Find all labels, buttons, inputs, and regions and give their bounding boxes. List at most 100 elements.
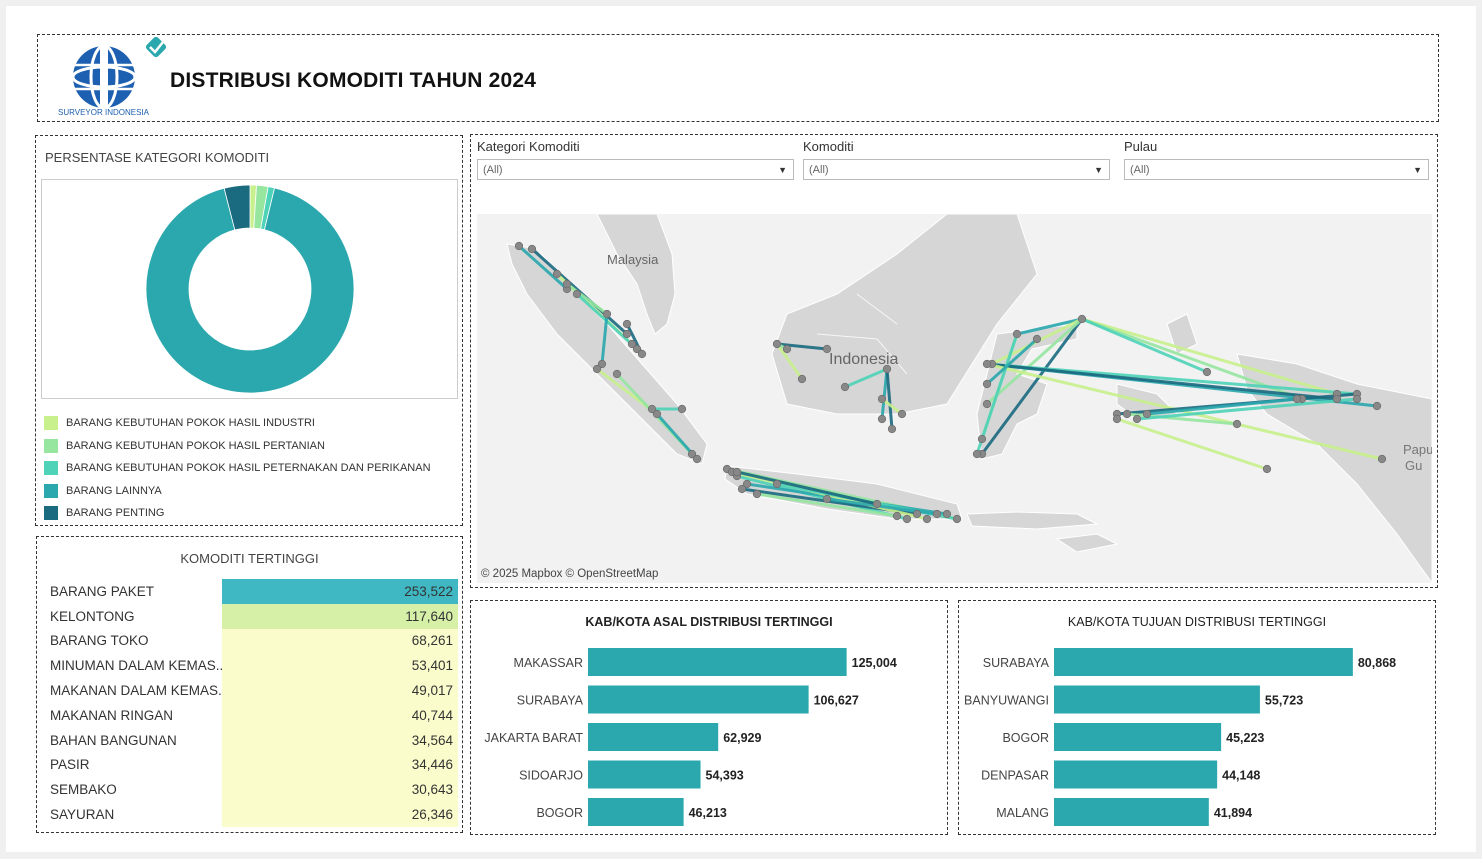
table-row[interactable]: MAKANAN DALAM KEMAS.. 49,017	[42, 678, 458, 703]
destination-bar[interactable]	[1054, 760, 1218, 789]
table-row[interactable]: KELONTONG 117,640	[42, 603, 458, 629]
map-node-64	[1032, 334, 1042, 344]
origin-category-label: SURABAYA	[517, 694, 584, 708]
map-node-26	[840, 382, 850, 392]
origin-category-label: JAKARTA BARAT	[484, 731, 583, 745]
map-node-43	[772, 479, 782, 489]
map-route-6	[600, 312, 609, 366]
map-route-37	[985, 362, 1339, 401]
map-node-68	[1122, 409, 1132, 419]
map-node-6	[627, 339, 637, 349]
filter-komoditi-value: (All)	[809, 163, 829, 176]
category-donut-panel: PERSENTASE KATEGORI KOMODITI BARANG KEBU…	[35, 135, 463, 526]
origin-bar[interactable]	[588, 723, 719, 751]
map-node-66	[1112, 414, 1122, 424]
map-label-indonesia: Indonesia	[829, 351, 898, 368]
map-route-12	[775, 342, 829, 351]
map-node-45	[932, 509, 942, 519]
donut-slice-4[interactable]	[145, 187, 355, 394]
destination-category-label: DENPASAR	[981, 769, 1049, 783]
map-node-32	[952, 514, 962, 524]
table-row[interactable]: SAYURAN 26,346	[42, 802, 458, 827]
map-node-19	[677, 404, 687, 414]
map-label-papua: Papu	[1403, 442, 1432, 457]
table-row[interactable]: MAKANAN RINGAN 40,744	[42, 702, 458, 728]
map-node-47	[872, 499, 882, 509]
chevron-down-icon: ▼	[1094, 164, 1103, 175]
filter-kategori-select[interactable]: (All) ▼	[477, 159, 794, 180]
map-route-17	[885, 367, 894, 431]
legend-item[interactable]: BARANG KEBUTUHAN POKOK HASIL PETERNAKAN …	[44, 457, 431, 480]
origin-bar[interactable]	[588, 685, 809, 714]
donut-slice-5[interactable]	[223, 184, 251, 231]
map-route-32	[980, 317, 1084, 456]
commodity-name: SEMBAKO	[50, 782, 117, 798]
table-row[interactable]: SEMBAKO 30,643	[42, 777, 458, 803]
destination-category-label: BOGOR	[1002, 731, 1049, 745]
destination-category-label: BANYUWANGI	[964, 694, 1049, 708]
map-node-21	[772, 339, 782, 349]
legend-item[interactable]: BARANG PENTING	[44, 502, 431, 525]
destination-category-label: MALANG	[996, 806, 1049, 820]
origin-value-label: 106,627	[814, 694, 859, 708]
map-credit[interactable]: © 2025 Mapbox © OpenStreetMap	[481, 568, 659, 580]
donut-legend: BARANG KEBUTUHAN POKOK HASIL INDUSTRI BAR…	[44, 412, 431, 525]
donut-chart[interactable]	[42, 180, 457, 398]
map-node-20	[692, 454, 702, 464]
map-svg[interactable]: Malaysia Indonesia Papu Gu	[477, 214, 1432, 583]
destination-bar[interactable]	[1054, 685, 1260, 714]
surveyor-indonesia-logo: SURVEYOR INDONESIA	[58, 37, 167, 117]
logo-text: SURVEYOR INDONESIA	[58, 108, 150, 117]
filter-pulau-select[interactable]: (All) ▼	[1124, 159, 1429, 180]
map-node-9	[572, 289, 582, 299]
table-row[interactable]: BAHAN BANGUNAN 34,564	[42, 727, 458, 753]
commodity-name: MINUMAN DALAM KEMAS..	[50, 658, 222, 674]
map-route-46	[1145, 397, 1299, 416]
map-route-30	[1080, 317, 1209, 374]
map-node-27	[877, 414, 887, 424]
destination-bar[interactable]	[1054, 648, 1353, 676]
map-route-16	[880, 367, 889, 421]
filter-komoditi-select[interactable]: (All) ▼	[803, 159, 1110, 180]
legend-item[interactable]: BARANG KEBUTUHAN POKOK HASIL PERTANIAN	[44, 435, 431, 458]
map-node-36	[942, 509, 952, 519]
map-node-67	[1262, 464, 1272, 474]
map-node-73	[1292, 394, 1302, 404]
origin-value-label: 62,929	[723, 731, 761, 745]
distribution-map[interactable]: Malaysia Indonesia Papu Gu © 2025 Mapbox…	[477, 214, 1432, 583]
map-panel: Kategori Komoditi (All) ▼ Komoditi (All)…	[470, 134, 1438, 588]
destination-bar[interactable]	[1054, 798, 1209, 826]
origin-bar[interactable]	[588, 760, 701, 789]
map-node-12	[622, 319, 632, 329]
legend-item[interactable]: BARANG KEBUTUHAN POKOK HASIL INDUSTRI	[44, 412, 431, 435]
map-route-28	[1080, 317, 1339, 396]
commodity-name: KELONTONG	[50, 608, 135, 624]
page-title: DISTRIBUSI KOMODITI TAHUN 2024	[170, 69, 537, 92]
table-row[interactable]: BARANG TOKO 68,261	[42, 628, 458, 654]
top-commodities-title: KOMODITI TERTINGGI	[180, 551, 319, 566]
origin-bar[interactable]	[588, 648, 847, 676]
origin-bar[interactable]	[588, 798, 684, 826]
map-node-60	[1377, 454, 1387, 464]
filter-komoditi-label: Komoditi	[803, 139, 854, 154]
commodity-value: 40,744	[222, 702, 458, 728]
map-route-13	[775, 342, 804, 381]
destination-value-label: 55,723	[1265, 694, 1303, 708]
map-node-71	[1352, 394, 1362, 404]
table-row[interactable]: BARANG PAKET 253,522	[42, 579, 458, 604]
map-node-30	[897, 409, 907, 419]
legend-item[interactable]: BARANG LAINNYA	[44, 480, 431, 503]
map-node-48	[1077, 314, 1087, 324]
top-commodities-table: BARANG PAKET 253,522 KELONTONG 117,640 BARAN…	[42, 579, 458, 827]
map-route-43	[1115, 417, 1269, 471]
table-row[interactable]: PASIR 34,446	[42, 752, 458, 778]
table-row[interactable]: MINUMAN DALAM KEMAS.. 53,401	[42, 653, 458, 679]
destination-chart-title: KAB/KOTA TUJUAN DISTRIBUSI TERTINGGI	[1067, 615, 1327, 629]
filter-kategori-label: Kategori Komoditi	[477, 139, 580, 154]
map-route-45	[1135, 397, 1359, 421]
legend-swatch	[44, 416, 58, 431]
map-node-59	[1332, 394, 1342, 404]
destination-bar[interactable]	[1054, 723, 1222, 751]
legend-swatch	[44, 438, 58, 453]
map-label-papua-2: Gu	[1405, 458, 1422, 473]
